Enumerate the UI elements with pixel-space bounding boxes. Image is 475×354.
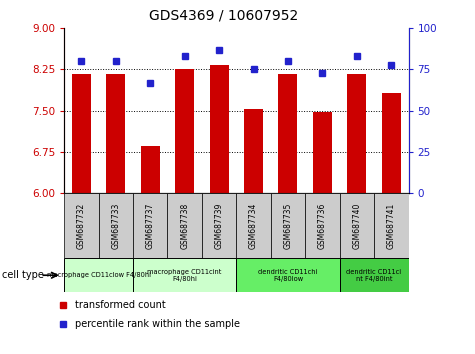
Bar (278, 74, 297, 193)
Text: GDS4369 / 10607952: GDS4369 / 10607952 (149, 9, 298, 23)
Bar (374, 193, 408, 258)
Text: dendritic CD11ci
nt F4/80int: dendritic CD11ci nt F4/80int (346, 269, 402, 282)
Text: GSM687738: GSM687738 (180, 202, 189, 249)
Bar (340, 193, 374, 258)
Text: GSM687733: GSM687733 (111, 202, 120, 249)
Text: percentile rank within the sample: percentile rank within the sample (75, 319, 240, 329)
Bar (209, 65, 228, 193)
Text: transformed count: transformed count (75, 300, 166, 310)
Bar (72, 74, 91, 193)
Bar (202, 193, 237, 258)
Text: macrophage CD11clow F4/80hi: macrophage CD11clow F4/80hi (47, 272, 151, 278)
Bar (133, 258, 237, 292)
Bar (313, 112, 332, 193)
Bar (175, 69, 194, 193)
Bar (64, 193, 99, 258)
Bar (305, 193, 340, 258)
Text: GSM687740: GSM687740 (352, 202, 361, 249)
Text: GSM687735: GSM687735 (284, 202, 293, 249)
Bar (133, 193, 167, 258)
Bar (237, 258, 340, 292)
Text: cell type: cell type (2, 270, 44, 280)
Bar (347, 74, 366, 193)
Text: GSM687736: GSM687736 (318, 202, 327, 249)
Bar (271, 193, 305, 258)
Bar (167, 193, 202, 258)
Bar (141, 146, 160, 193)
Bar (64, 258, 133, 292)
Text: GSM687732: GSM687732 (77, 202, 86, 249)
Bar (340, 258, 408, 292)
Bar (244, 109, 263, 193)
Bar (99, 193, 133, 258)
Text: dendritic CD11chi
F4/80low: dendritic CD11chi F4/80low (258, 269, 318, 282)
Bar (237, 193, 271, 258)
Text: GSM687739: GSM687739 (215, 202, 224, 249)
Text: GSM687741: GSM687741 (387, 202, 396, 249)
Text: macrophage CD11cint
F4/80hi: macrophage CD11cint F4/80hi (147, 269, 222, 282)
Text: GSM687737: GSM687737 (146, 202, 155, 249)
Bar (382, 92, 401, 193)
Bar (106, 74, 125, 193)
Text: GSM687734: GSM687734 (249, 202, 258, 249)
